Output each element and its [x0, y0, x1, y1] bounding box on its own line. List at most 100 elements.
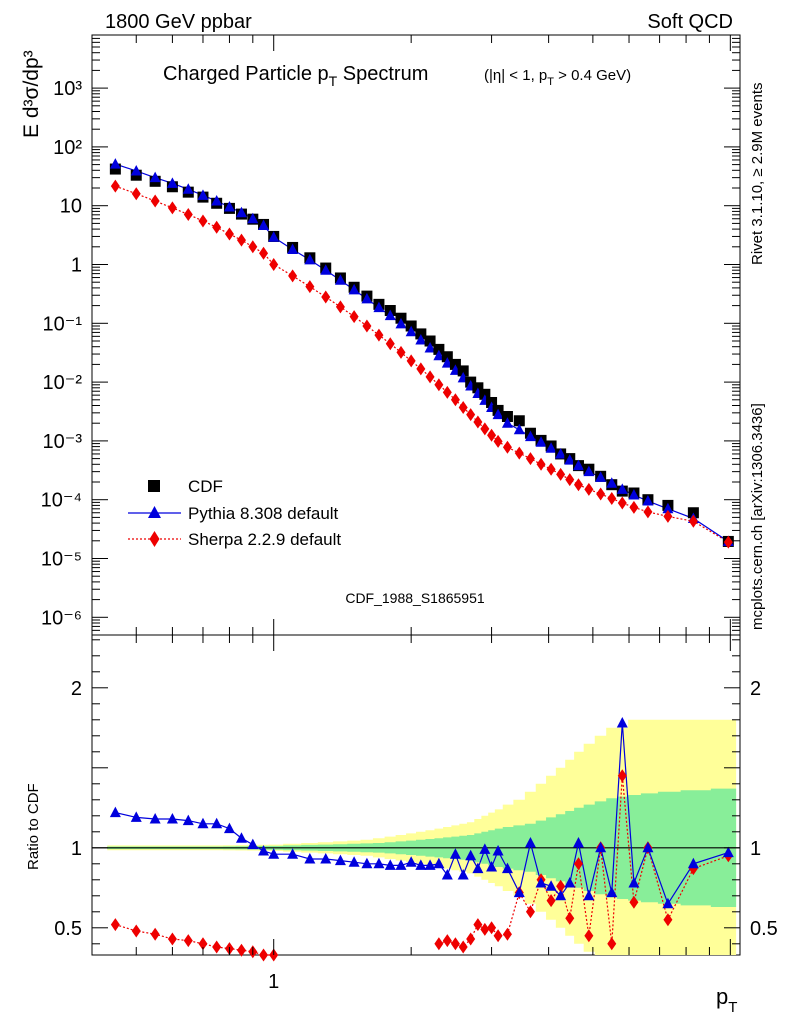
sherpa-point: [335, 300, 345, 314]
pythia-ratio-point: [595, 841, 607, 853]
ratio-uncertainty-bands: [92, 719, 740, 955]
pythia-ratio-point: [405, 856, 417, 867]
legend-label-cdf: CDF: [188, 477, 223, 496]
sherpa-point: [349, 310, 359, 324]
axes: 1 10⁻⁶ 10⁻⁵ 10⁻⁴ 10⁻³ 10⁻² 10⁻¹ 1 10 10² 10³ 0.5 0.5…: [41, 34, 778, 993]
sherpa-point: [183, 207, 193, 221]
cdf-point: [424, 335, 436, 347]
pythia-point: [247, 212, 259, 224]
pythia-ratio-point: [441, 869, 453, 880]
pythia-point: [662, 502, 674, 514]
sherpa-ratio-point: [466, 932, 476, 946]
pythia-point: [572, 459, 584, 471]
sherpa-point: [259, 246, 269, 260]
rivet-label: Rivet 3.1.10, ≥ 2.9M events: [749, 83, 766, 266]
sherpa-point: [723, 535, 733, 549]
pythia-ratio-point: [320, 853, 332, 864]
sherpa-point: [617, 496, 627, 510]
legend-marker-sherpa: [149, 531, 160, 547]
cdf-point: [457, 365, 469, 377]
pythia-point: [583, 465, 595, 477]
sherpa-point: [480, 422, 490, 436]
sherpa-ratio-point: [663, 913, 673, 927]
ratio-y-tick-label-right: 2: [750, 678, 761, 700]
pythia-ratio-point: [109, 806, 121, 818]
pythia-ratio-point: [433, 857, 445, 869]
sherpa-ratio-point: [473, 918, 483, 932]
sherpa-ratio-point: [502, 927, 512, 941]
cdf-point: [479, 388, 491, 400]
y-tick-label: 10³: [53, 78, 82, 100]
sherpa-point: [514, 446, 524, 460]
pythia-point: [384, 309, 396, 321]
pythia-point: [304, 253, 316, 265]
pythia-ratio-point: [258, 845, 270, 856]
sherpa-point: [450, 393, 460, 407]
sherpa-point: [198, 214, 208, 228]
chart-title: Charged Particle pT Spectrum: [163, 63, 428, 89]
sherpa-point: [212, 220, 222, 234]
pythia-point: [130, 164, 142, 176]
x-tick-label: 1: [268, 971, 279, 993]
y-tick-label: 10⁻⁵: [41, 548, 82, 570]
chart-cuts: (|η| < 1, pT > 0.4 GeV): [484, 67, 631, 88]
ratio-y-tick-label-right: 0.5: [750, 918, 778, 940]
pythia-point: [535, 436, 547, 447]
pythia-ratio-point: [465, 849, 477, 861]
pythia-point: [235, 206, 247, 218]
y-tick-label: 10⁻²: [43, 372, 83, 394]
legend-label-sherpa: Sherpa 2.2.9 default: [188, 530, 341, 549]
sherpa-point: [396, 345, 406, 359]
pythia-ratio-point: [545, 880, 557, 891]
pythia-point: [287, 243, 299, 254]
sherpa-point: [442, 385, 452, 399]
sherpa-point: [556, 467, 566, 481]
sherpa-ratio-point: [493, 929, 503, 943]
sherpa-point: [236, 233, 246, 247]
sherpa-ratio-point: [150, 927, 160, 941]
pythia-point: [424, 342, 436, 353]
sherpa-point: [150, 194, 160, 208]
pythia-point: [361, 292, 373, 304]
pythia-ratio-point: [395, 859, 407, 870]
cdf-point: [415, 328, 427, 340]
sherpa-point: [374, 328, 384, 342]
pythia-point: [109, 158, 121, 169]
sherpa-ratio-point: [617, 769, 627, 783]
chart-title-tail: Spectrum: [337, 63, 428, 85]
pythia-ratio-point: [486, 861, 498, 872]
pythia-point: [395, 317, 407, 329]
pythia-ratio-point: [662, 897, 674, 909]
y-tick-label: 10: [60, 196, 82, 218]
sherpa-ratio-point: [573, 857, 583, 871]
sherpa-ratio-point: [480, 922, 490, 936]
sherpa-ratio-point: [212, 940, 222, 954]
ratio-panel-frame: [91, 634, 741, 956]
pythia-point: [223, 201, 235, 212]
sherpa-ratio-point: [183, 934, 193, 948]
ratio-y-tick-label-right: 1: [750, 838, 761, 860]
chart-cuts-a: (|η| < 1, p: [484, 67, 547, 84]
y-tick-label: 1: [71, 255, 82, 277]
header-right: Soft QCD: [647, 11, 733, 33]
pythia-point: [606, 477, 618, 488]
pythia-point: [334, 274, 346, 285]
pythia-point: [268, 231, 280, 242]
cdf-point: [109, 163, 121, 175]
pythia-ratio-point: [564, 877, 576, 888]
x-axis-label-sub: T: [728, 999, 737, 1016]
pythia-ratio-point: [583, 889, 595, 901]
chart-cuts-sub: T: [547, 76, 554, 88]
pythia-point: [595, 471, 607, 482]
pythia-ratio-point: [513, 886, 525, 898]
sherpa-ratio-point: [236, 943, 246, 957]
pythia-point: [642, 495, 654, 506]
pythia-ratio-point: [166, 813, 178, 824]
sherpa-point: [584, 482, 594, 496]
sherpa-point: [458, 400, 468, 414]
pythia-ratio-point: [287, 848, 299, 859]
pythia-ratio-point: [616, 717, 628, 728]
ratio-y-tick-label: 1: [71, 838, 82, 860]
sherpa-point: [487, 428, 497, 442]
sherpa-point: [688, 514, 698, 528]
